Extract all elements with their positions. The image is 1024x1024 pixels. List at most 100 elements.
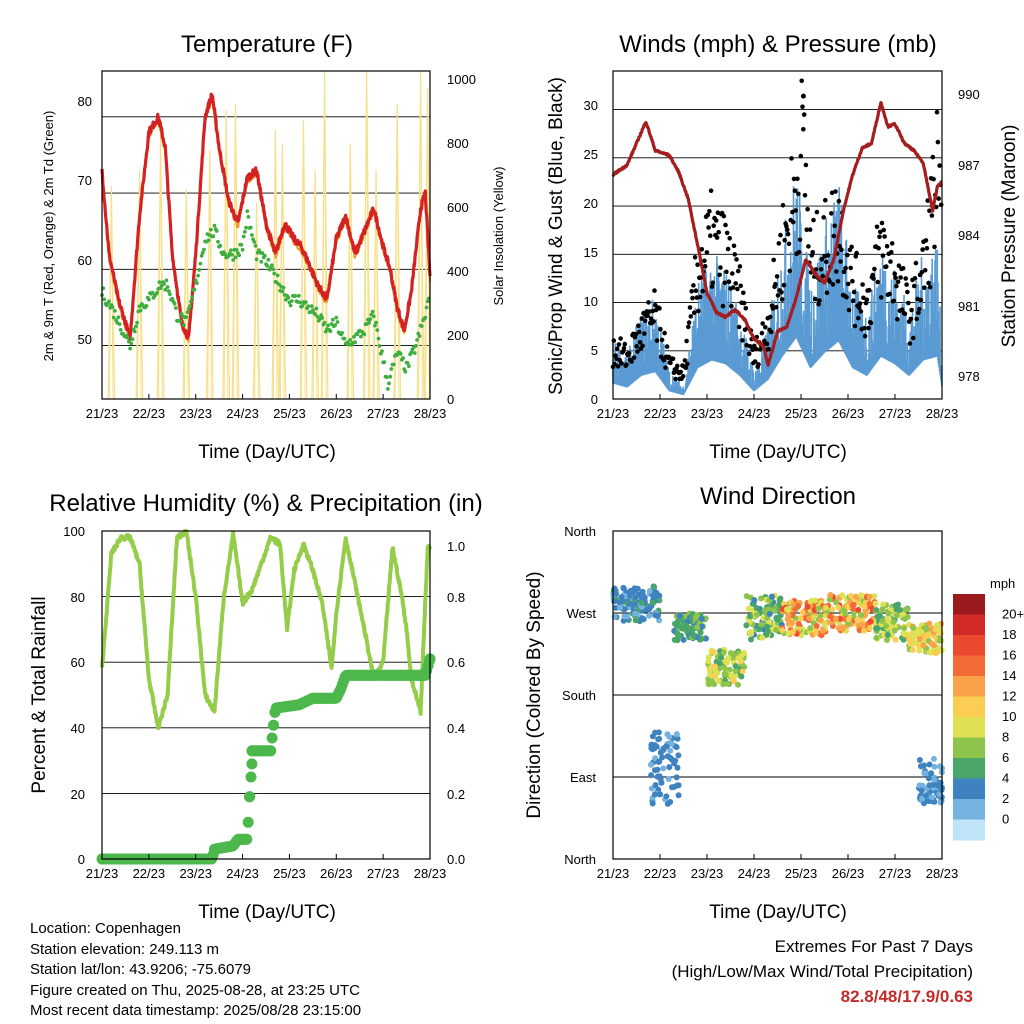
dewpoint-point	[233, 255, 238, 260]
direction-point	[639, 592, 646, 599]
direction-point	[879, 618, 886, 625]
dewpoint-point	[367, 320, 371, 325]
colorbar-label: 4	[1002, 771, 1009, 786]
gust-point	[898, 275, 903, 280]
dewpoint-point	[116, 315, 121, 320]
dewpoint-point	[398, 352, 403, 356]
direction-point	[923, 792, 930, 799]
gust-point	[637, 340, 643, 345]
direction-point	[929, 794, 936, 801]
direction-point	[735, 681, 741, 688]
gust-point	[800, 104, 805, 109]
winds-plot-area	[610, 78, 944, 396]
gust-point	[814, 209, 820, 215]
direction-point	[646, 588, 653, 594]
direction-point	[855, 607, 862, 613]
gust-point	[882, 234, 887, 239]
direction-point	[751, 597, 758, 604]
solar-spike	[205, 149, 214, 400]
gust-point	[936, 196, 941, 201]
direction-point	[901, 615, 908, 622]
dewpoint-point	[352, 335, 356, 339]
dewpoint-point	[165, 285, 170, 289]
dewpoint-point	[376, 336, 381, 341]
direction-point	[822, 604, 829, 611]
gust-point	[904, 282, 909, 287]
dewpoint-point	[245, 209, 250, 214]
dewpoint-point	[163, 287, 168, 292]
dewpoint-point	[244, 225, 249, 230]
temperature-plot-area	[100, 70, 432, 400]
rh-tick-20: 20	[71, 787, 85, 802]
direction-point	[676, 612, 683, 619]
temperature-left-ticks: 50 60 70 80	[78, 94, 92, 347]
direction-point	[663, 743, 670, 750]
wind-tick-25: 25	[584, 147, 598, 162]
direction-point	[872, 600, 879, 607]
direction-point	[632, 601, 639, 608]
direction-point	[926, 649, 933, 656]
gust-point	[640, 343, 645, 349]
gust-point	[802, 193, 808, 198]
direction-point	[916, 647, 923, 654]
gust-point	[633, 332, 639, 337]
gust-point	[845, 281, 851, 287]
direction-point	[743, 593, 750, 600]
direction-point	[667, 799, 674, 805]
direction-point	[871, 593, 878, 600]
direction-point	[795, 603, 802, 610]
pressure-tick-984: 984	[958, 228, 980, 243]
gust-point	[730, 285, 736, 290]
gust-point	[708, 188, 714, 193]
solar-spike	[107, 185, 116, 400]
x-tick-label: 23/23	[179, 406, 212, 421]
gust-point	[870, 272, 875, 278]
temp-tick-80: 80	[78, 94, 92, 109]
gust-point	[851, 289, 857, 295]
dewpoint-point	[374, 320, 378, 325]
direction-point	[757, 595, 764, 602]
gust-point	[687, 305, 693, 310]
dewpoint-point	[272, 271, 277, 276]
gust-point	[895, 316, 900, 322]
direction-point	[896, 606, 903, 613]
dewpoint-point	[259, 259, 264, 264]
solar-spike	[423, 87, 431, 400]
gust-point	[631, 355, 637, 360]
dewpoint-point	[195, 281, 199, 285]
dewpoint-point	[377, 344, 382, 348]
direction-point	[918, 628, 925, 635]
dewpoint-point	[138, 308, 143, 313]
dewpoint-point	[419, 324, 424, 328]
colorbar-swatch	[953, 758, 985, 779]
solar-tick-1000: 1000	[447, 72, 476, 87]
solar-spike	[311, 169, 320, 400]
precip-point	[241, 833, 253, 845]
gust-point	[864, 297, 870, 303]
gust-point	[911, 283, 917, 289]
dewpoint-point	[182, 323, 186, 328]
solar-tick-0: 0	[447, 392, 454, 407]
gust-point	[773, 281, 778, 287]
gust-point	[682, 358, 688, 363]
humidity-frame	[101, 530, 431, 860]
direction-point	[930, 755, 937, 762]
direction-point	[861, 627, 868, 634]
dewpoint-point	[262, 253, 267, 258]
direction-point	[918, 787, 925, 794]
gust-point	[801, 112, 807, 117]
station-location: Location: Copenhagen	[30, 920, 181, 937]
wind-tick-15: 15	[584, 245, 598, 260]
gust-point	[843, 265, 848, 271]
gust-point	[798, 153, 804, 159]
precip-tick-0: 0.0	[447, 852, 465, 867]
colorbar-title: mph	[990, 576, 1015, 591]
direction-point	[698, 615, 705, 622]
dewpoint-point	[280, 289, 285, 294]
gust-point	[662, 330, 667, 336]
gust-point	[747, 344, 753, 349]
gust-point	[927, 284, 933, 290]
direction-point	[764, 623, 771, 630]
direction-point	[718, 654, 725, 661]
precip-tick-10: 1.0	[447, 539, 465, 554]
